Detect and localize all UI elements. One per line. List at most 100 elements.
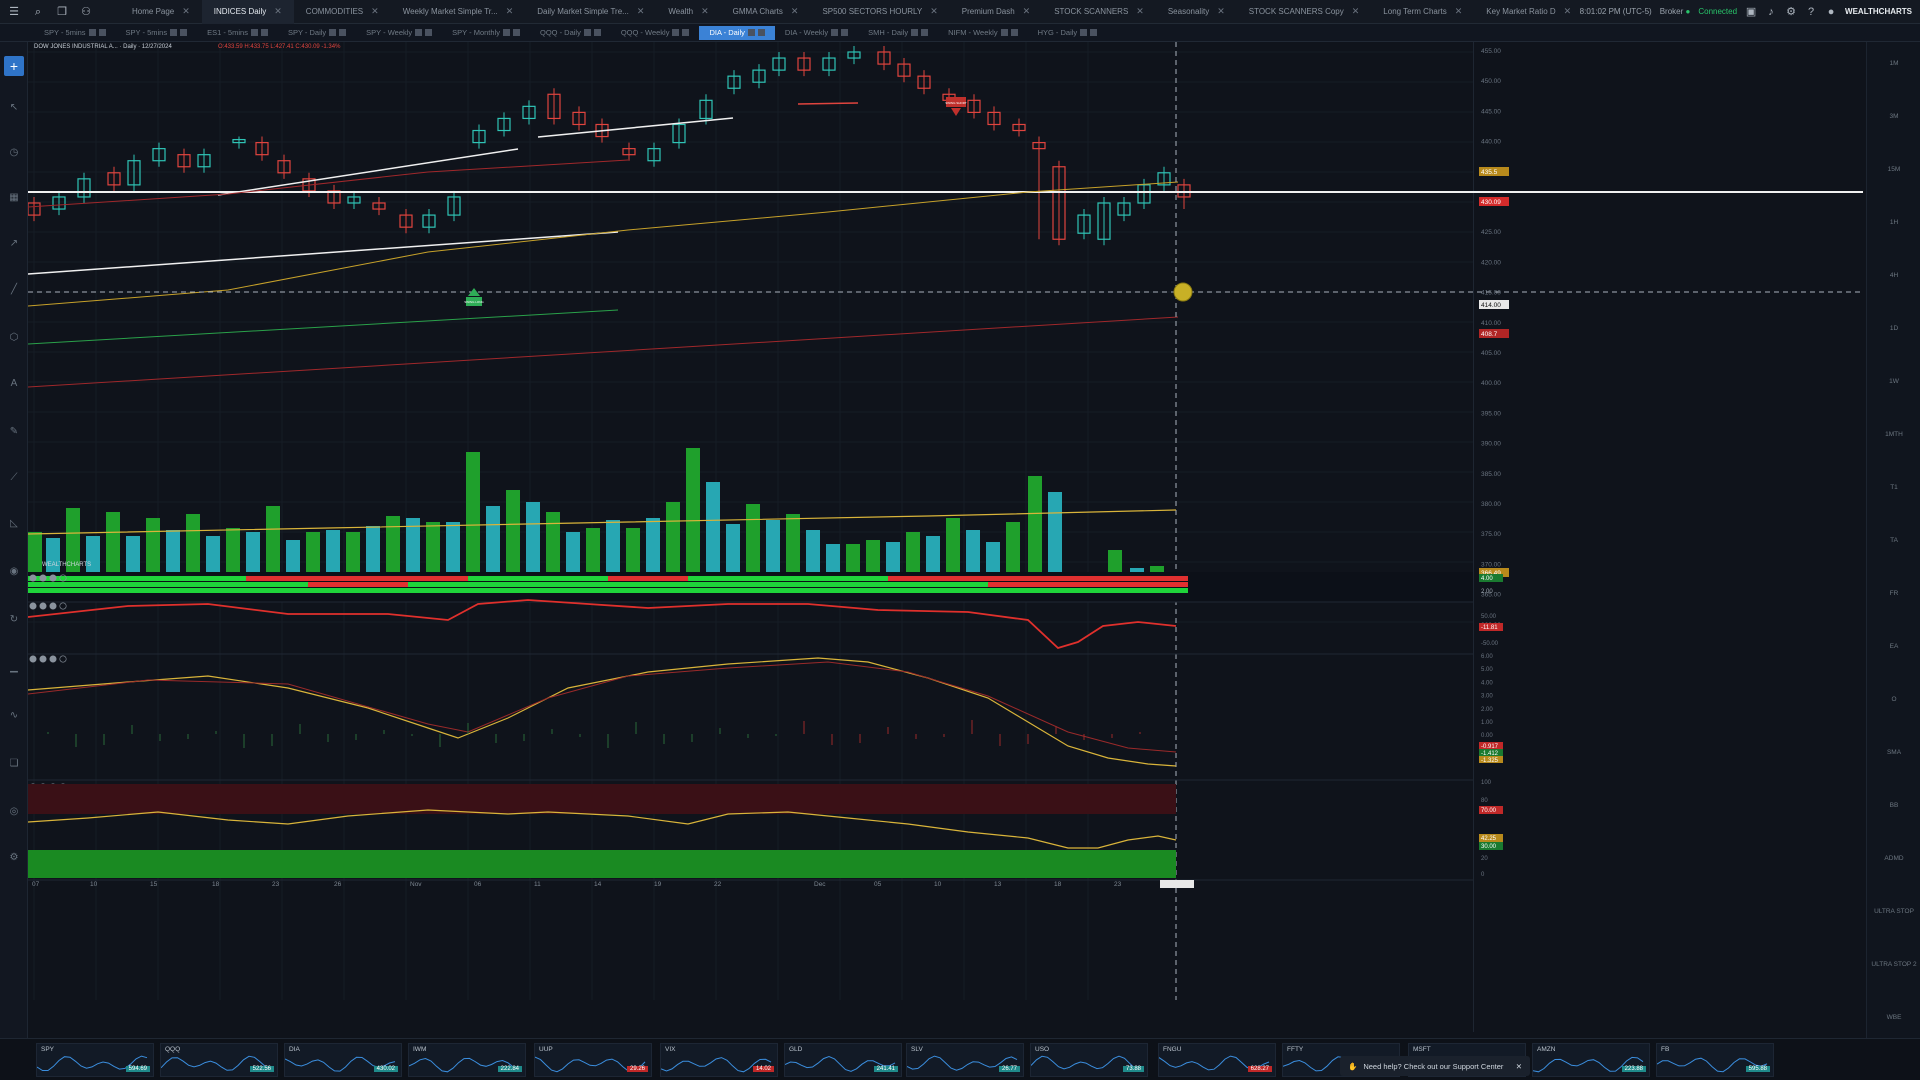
target-icon[interactable]: ◎: [9, 806, 19, 817]
timeframe-11[interactable]: EA: [1889, 643, 1899, 650]
price-chart[interactable]: 455.00450.00445.00440.00435.00430.00425.…: [27, 42, 1866, 1032]
watchlist-item[interactable]: FB 595.88: [1656, 1043, 1774, 1077]
close-icon[interactable]: ✕: [1022, 6, 1031, 16]
tab-13[interactable]: Key Market Ratio D ✕: [1474, 0, 1579, 24]
watchlist-item[interactable]: GLD 241.41: [784, 1043, 902, 1077]
timeframe-4[interactable]: 4H: [1889, 272, 1899, 279]
subtab-0[interactable]: SPY - 5mins: [34, 26, 116, 40]
tab-7[interactable]: SP500 SECTORS HOURLY ✕: [810, 0, 949, 24]
shapes-icon[interactable]: ⬡: [9, 332, 19, 343]
trend-icon[interactable]: ↗: [9, 238, 19, 249]
timeframe-0[interactable]: 1M: [1889, 60, 1899, 67]
layout-icon[interactable]: ❐: [57, 5, 67, 18]
watchlist-item[interactable]: UUP 29.26: [534, 1043, 652, 1077]
close-icon[interactable]: ✕: [505, 6, 514, 16]
tab-8[interactable]: Premium Dash ✕: [950, 0, 1042, 24]
gear-icon[interactable]: ⚙: [1786, 5, 1796, 18]
timeframe-5[interactable]: 1D: [1889, 325, 1899, 332]
avatar[interactable]: ●: [1827, 5, 1835, 18]
line-icon[interactable]: ╱: [10, 284, 18, 295]
close-icon[interactable]: ✕: [371, 6, 379, 16]
tab-2[interactable]: COMMODITIES ✕: [294, 0, 391, 24]
timeframe-6[interactable]: 1W: [1889, 378, 1899, 385]
support-banner[interactable]: ✋ Need help? Check out our Support Cente…: [1340, 1056, 1530, 1076]
bell-icon[interactable]: ♪: [1768, 5, 1774, 18]
tab-11[interactable]: STOCK SCANNERS Copy ✕: [1237, 0, 1372, 24]
ai-icon[interactable]: ⚇: [81, 5, 91, 18]
ruler-icon[interactable]: ⟋: [10, 472, 18, 483]
tab-5[interactable]: Wealth ✕: [656, 0, 720, 24]
subtab-9[interactable]: DIA - Weekly: [775, 26, 858, 40]
watchlist-item[interactable]: FNGU 628.27: [1158, 1043, 1276, 1077]
tab-0[interactable]: Home Page ✕: [120, 0, 202, 24]
timeframe-1[interactable]: 3M: [1889, 113, 1899, 120]
timeframe-13[interactable]: SMA: [1886, 749, 1902, 756]
chart-icon[interactable]: ▁: [10, 662, 18, 673]
close-icon[interactable]: ✕: [1563, 6, 1572, 16]
tab-6[interactable]: GMMA Charts ✕: [721, 0, 811, 24]
refresh-icon[interactable]: ↻: [9, 614, 19, 625]
tab-10[interactable]: Seasonality ✕: [1156, 0, 1237, 24]
watchlist-item[interactable]: VIX 14.02: [660, 1043, 778, 1077]
close-icon[interactable]: ✕: [1217, 6, 1225, 16]
timeframe-8[interactable]: T1: [1890, 484, 1898, 491]
timeframe-2[interactable]: 15M: [1887, 166, 1901, 173]
layers-icon[interactable]: ❏: [9, 758, 19, 769]
subtab-8[interactable]: DIA - Daily: [699, 25, 775, 40]
calendar-icon[interactable]: ▦: [9, 192, 19, 203]
tab-4[interactable]: Daily Market Simple Tre... ✕: [525, 0, 656, 24]
tab-12[interactable]: Long Term Charts ✕: [1371, 0, 1474, 24]
close-icon[interactable]: ✕: [636, 6, 645, 16]
subtab-11[interactable]: NIFM - Weekly: [938, 26, 1027, 40]
tab-9[interactable]: STOCK SCANNERS ✕: [1042, 0, 1156, 24]
timeframe-17[interactable]: ULTRA STOP 2: [1871, 961, 1917, 968]
settings-icon[interactable]: ⚙: [9, 852, 19, 863]
subtab-4[interactable]: SPY - Weekly: [356, 26, 442, 40]
watchlist-item[interactable]: AMZN 223.88: [1532, 1043, 1650, 1077]
wave-icon[interactable]: ∿: [9, 710, 19, 721]
subtab-2[interactable]: ES1 - 5mins: [197, 26, 278, 40]
watchlist-item[interactable]: USO 73.88: [1030, 1043, 1148, 1077]
search-icon[interactable]: ⌕: [34, 5, 42, 18]
watchlist-item[interactable]: IWM 222.84: [408, 1043, 526, 1077]
subtab-5[interactable]: SPY - Monthly: [442, 26, 530, 40]
close-icon[interactable]: ✕: [1351, 6, 1360, 16]
timeframe-16[interactable]: ULTRA STOP: [1874, 908, 1914, 915]
close-icon[interactable]: ✕: [274, 6, 282, 16]
save-icon[interactable]: ▣: [1745, 5, 1757, 18]
timeframe-7[interactable]: 1MTH: [1885, 431, 1903, 438]
measure-icon[interactable]: ◺: [10, 518, 18, 529]
timeframe-12[interactable]: O: [1891, 696, 1897, 703]
watchlist-item[interactable]: QQQ 522.56: [160, 1043, 278, 1077]
eye-icon[interactable]: ◉: [9, 566, 19, 577]
text-icon[interactable]: A: [10, 378, 18, 389]
add-icon[interactable]: +: [4, 56, 24, 76]
watchlist-item[interactable]: SLV 26.77: [906, 1043, 1024, 1077]
pencil-icon[interactable]: ✎: [9, 426, 19, 437]
close-icon[interactable]: ✕: [930, 6, 938, 16]
clock-icon[interactable]: ◷: [9, 147, 19, 158]
close-icon[interactable]: ✕: [790, 6, 799, 16]
watchlist-item[interactable]: DIA 430.02: [284, 1043, 402, 1077]
tab-1[interactable]: INDICES Daily ✕: [201, 0, 294, 24]
broker-status[interactable]: Broker ●: [1659, 7, 1691, 16]
cursor-icon[interactable]: ↖: [9, 102, 19, 113]
subtab-10[interactable]: SMH - Daily: [858, 26, 938, 40]
close-icon[interactable]: ✕: [182, 6, 190, 16]
timeframe-3[interactable]: 1H: [1889, 219, 1899, 226]
subtab-6[interactable]: QQQ - Daily: [530, 26, 611, 40]
close-icon[interactable]: ✕: [1454, 6, 1463, 16]
close-icon[interactable]: ✕: [1136, 6, 1144, 16]
subtab-7[interactable]: QQQ - Weekly: [611, 26, 700, 40]
chart-canvas[interactable]: 455.00450.00445.00440.00435.00430.00425.…: [27, 42, 1866, 1032]
menu-icon[interactable]: ☰: [9, 5, 19, 18]
close-icon[interactable]: ✕: [1515, 1061, 1522, 1071]
timeframe-10[interactable]: FR: [1889, 590, 1899, 597]
timeframe-15[interactable]: ADMD: [1884, 855, 1904, 862]
subtab-1[interactable]: SPY - 5mins: [116, 26, 198, 40]
help-icon[interactable]: ?: [1807, 5, 1815, 18]
timeframe-14[interactable]: BB: [1889, 802, 1899, 809]
subtab-3[interactable]: SPY - Daily: [278, 26, 356, 40]
close-icon[interactable]: ✕: [701, 6, 709, 16]
tab-3[interactable]: Weekly Market Simple Tr... ✕: [391, 0, 526, 24]
